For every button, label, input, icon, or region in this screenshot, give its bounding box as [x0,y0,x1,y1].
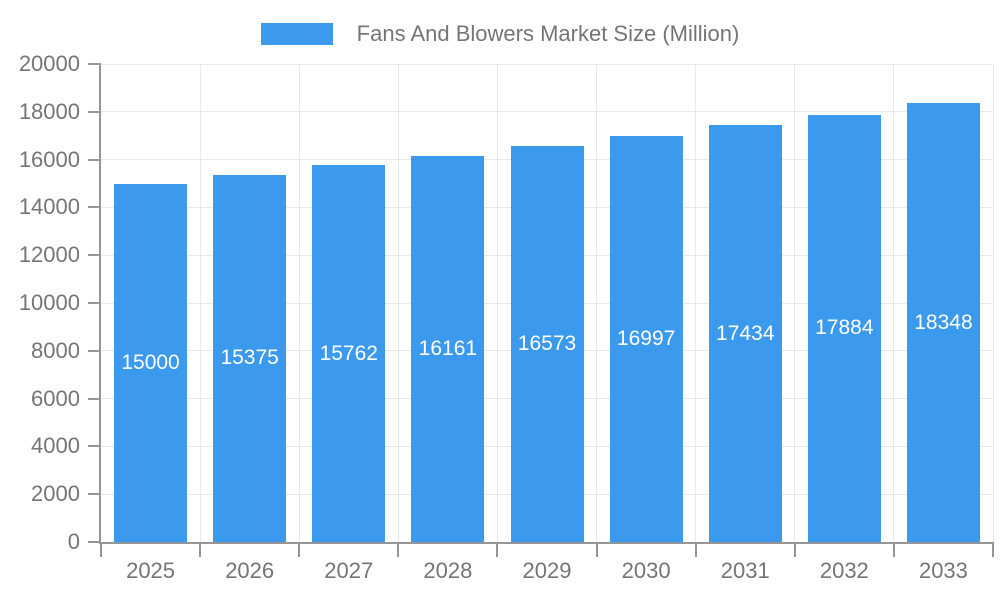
x-tick-label: 2028 [423,558,473,583]
bar-value-label: 17884 [815,316,874,340]
bar-value-label: 18348 [914,310,973,334]
y-tick [88,158,101,161]
x-tick-label: 2032 [819,558,869,583]
y-tick-label: 14000 [18,194,80,220]
x-tick-label: 2031 [720,558,770,583]
y-tick-label: 20000 [18,51,80,76]
x-tick [793,542,796,557]
x-tick-label: 2025 [126,558,176,583]
y-gridline [101,111,993,113]
bar-value-label: 17434 [716,321,775,345]
legend-label[interactable]: Fans And Blowers Market Size (Million) [356,21,740,46]
y-tick [88,110,101,113]
y-tick [88,206,101,209]
bar-value-label: 15000 [121,350,180,374]
bar-2025[interactable]: 15000 [114,183,188,542]
x-tick [496,542,499,557]
bar-2032[interactable]: 17884 [807,114,881,542]
bar-2027[interactable]: 15762 [312,165,386,542]
x-gridline [397,64,399,542]
x-tick-label: 2029 [522,558,572,583]
bar-2033[interactable]: 18348 [906,103,980,542]
y-tick [88,254,101,257]
legend-swatch[interactable] [260,23,333,45]
x-gridline [596,64,598,542]
x-tick-label: 2033 [918,558,968,583]
y-tick-label: 4000 [31,433,80,459]
y-tick-label: 16000 [18,146,80,172]
y-tick [88,445,101,448]
x-gridline [794,64,796,542]
bar-value-label: 16161 [418,336,478,360]
x-tick [199,542,202,557]
bar-2031[interactable]: 17434 [708,125,782,542]
bar-value-label: 15762 [319,341,378,365]
y-tick [88,349,101,352]
x-tick [100,542,102,557]
x-tick [595,542,598,557]
y-tick-label: 8000 [31,337,80,363]
x-tick [298,542,301,557]
x-tick [992,542,994,557]
y-tick [88,541,101,543]
x-tick [694,542,697,557]
bar-2026[interactable]: 15375 [213,174,287,542]
y-tick [88,493,101,496]
plot-area: 0 2000 4000 6000 8000 10000 12000 14000 16000 180… [19,51,994,583]
x-gridline [199,64,201,542]
bar-2028[interactable]: 16161 [411,155,485,542]
bar-value-label: 16997 [616,326,676,350]
x-gridline [893,64,895,542]
x-tick-label: 2026 [225,558,275,583]
y-tick-label: 12000 [18,242,80,268]
x-tick-label: 2030 [621,558,671,583]
bar-value-label: 16573 [517,331,577,355]
x-tick-label: 2027 [324,558,374,583]
x-tick [397,542,400,557]
x-axis-line [99,542,993,544]
bar-2029[interactable]: 16573 [510,145,584,542]
y-tick-label: 6000 [31,385,80,411]
bar-2030[interactable]: 16997 [609,135,683,542]
bar-value-label: 15375 [220,346,279,370]
x-gridline [496,64,498,542]
y-tick [88,397,101,400]
y-tick-label: 0 [67,529,80,554]
x-gridline [298,64,300,542]
y-tick-label: 10000 [18,290,80,315]
y-tick [88,302,101,304]
y-gridline [101,63,993,65]
legend: Fans And Blowers Market Size (Million) [0,22,1000,46]
x-tick [892,542,895,557]
y-tick-label: 2000 [31,481,80,507]
x-gridline [695,64,697,542]
y-tick-label: 18000 [18,98,80,124]
x-gridline [992,64,994,542]
y-tick [88,63,101,65]
